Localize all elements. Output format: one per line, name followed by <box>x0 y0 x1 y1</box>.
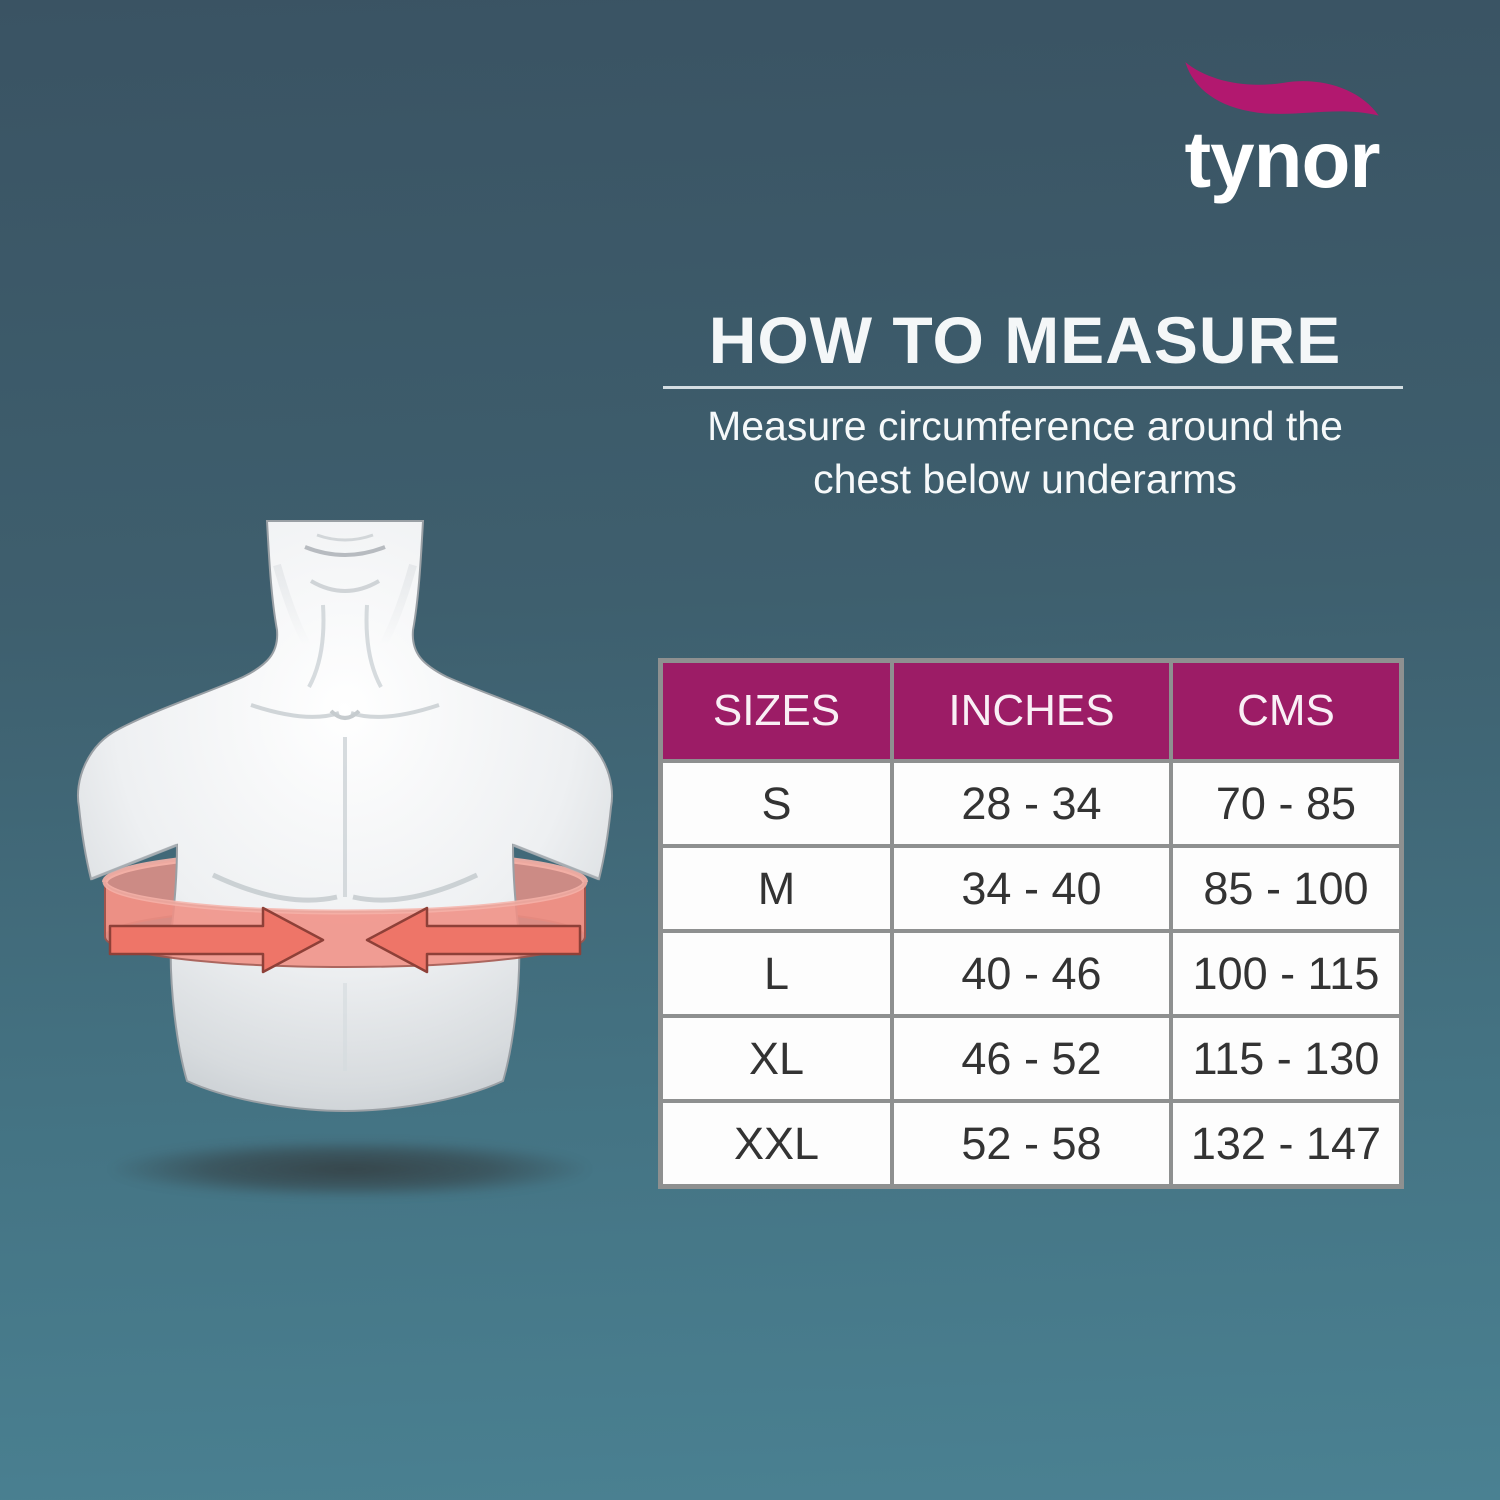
cms-cell: 70 - 85 <box>1172 763 1399 844</box>
brand-name: tynor <box>1184 115 1381 204</box>
inches-cell: 46 - 52 <box>894 1018 1169 1099</box>
cms-cell: 100 - 115 <box>1172 933 1399 1014</box>
size-cell: S <box>663 763 891 844</box>
size-cell: L <box>663 933 891 1014</box>
page-title: HOW TO MEASURE <box>708 303 1342 377</box>
inches-cell: 34 - 40 <box>894 848 1169 929</box>
torso-shadow <box>112 1140 588 1198</box>
torso-measurement-illustration <box>77 520 613 1113</box>
brand-swoosh-icon <box>1185 62 1379 116</box>
cms-cell: 85 - 100 <box>1172 848 1399 929</box>
inches-cell: 40 - 46 <box>894 933 1169 1014</box>
subtitle-line-1: Measure circumference around the <box>707 403 1343 449</box>
column-header-sizes: SIZES <box>663 663 891 759</box>
cms-cell: 115 - 130 <box>1172 1018 1399 1099</box>
subtitle: Measure circumference around the chest b… <box>620 400 1430 506</box>
torso-body <box>77 520 613 1113</box>
size-cell: XXL <box>663 1103 891 1184</box>
column-header-inches: INCHES <box>894 663 1169 759</box>
subtitle-line-2: chest below underarms <box>813 456 1237 502</box>
measuring-band-arrows-icon <box>108 906 582 974</box>
size-cell: M <box>663 848 891 929</box>
inches-cell: 52 - 58 <box>894 1103 1169 1184</box>
cms-cell: 132 - 147 <box>1172 1103 1399 1184</box>
size-chart-table: SIZES INCHES CMS S 28 - 34 70 - 85 M 34 … <box>658 658 1404 1189</box>
column-header-cms: CMS <box>1172 663 1399 759</box>
brand-logo: tynor <box>1150 56 1414 200</box>
title-divider <box>663 386 1403 389</box>
size-cell: XL <box>663 1018 891 1099</box>
inches-cell: 28 - 34 <box>894 763 1169 844</box>
